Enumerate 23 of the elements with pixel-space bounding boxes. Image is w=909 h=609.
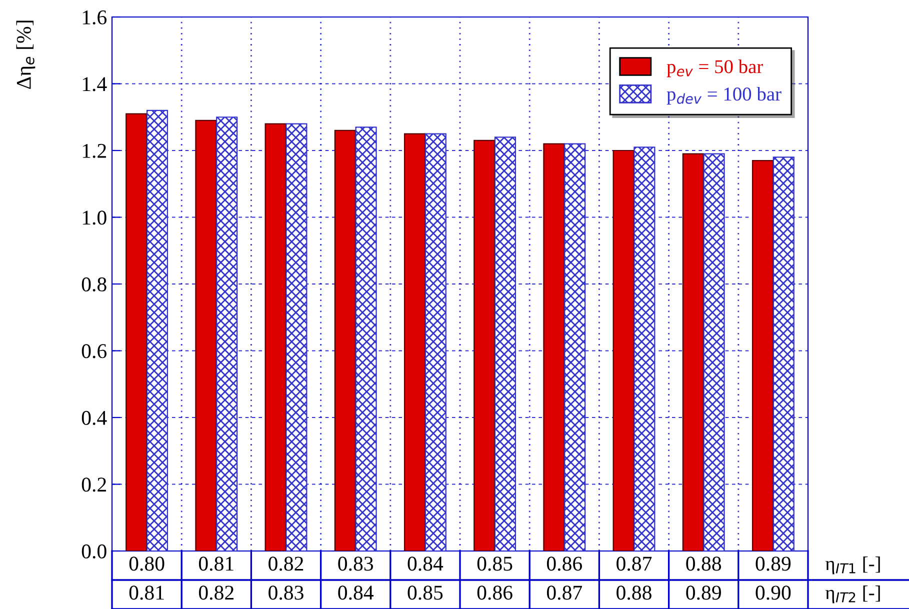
y-tick-label: 1.4: [82, 77, 107, 92]
y-tick-label: 0.4: [82, 410, 107, 426]
category-label: 0.89 0.90: [756, 556, 791, 600]
legend-label: p$_{dev}$ = 100 bar: [666, 86, 782, 105]
y-tick-label: 0.8: [82, 277, 106, 292]
y-tick-label: 1.6: [82, 10, 107, 25]
y-tick-label: 0.0: [82, 544, 106, 559]
category-label: 0.82 0.83: [268, 556, 304, 600]
category-label: 0.80 0.81: [129, 556, 164, 600]
y-tick-label: 1.2: [82, 144, 106, 158]
y-tick-label: 0.6: [82, 344, 107, 358]
y-tick-label: 0.2: [82, 478, 106, 492]
y-tick-label: 1.0: [82, 210, 106, 225]
category-label: 0.84 0.85: [408, 556, 444, 600]
category-label: 0.88 0.89: [686, 556, 722, 600]
category-label: 0.81 0.82: [198, 556, 234, 600]
category-label: 0.87 0.88: [616, 556, 652, 600]
category-label: 0.85 0.86: [477, 556, 512, 600]
category-label: 0.86 0.87: [546, 556, 582, 600]
text: η$_{IT1}$ [-] η$_{IT2}$ [-]: [825, 556, 880, 604]
category-label: 0.83 0.84: [338, 556, 374, 600]
legend-label: p$_{ev}$ = 50 bar: [666, 60, 764, 78]
y-axis-title: Δη$_{e}$ [%]: [16, 20, 36, 89]
